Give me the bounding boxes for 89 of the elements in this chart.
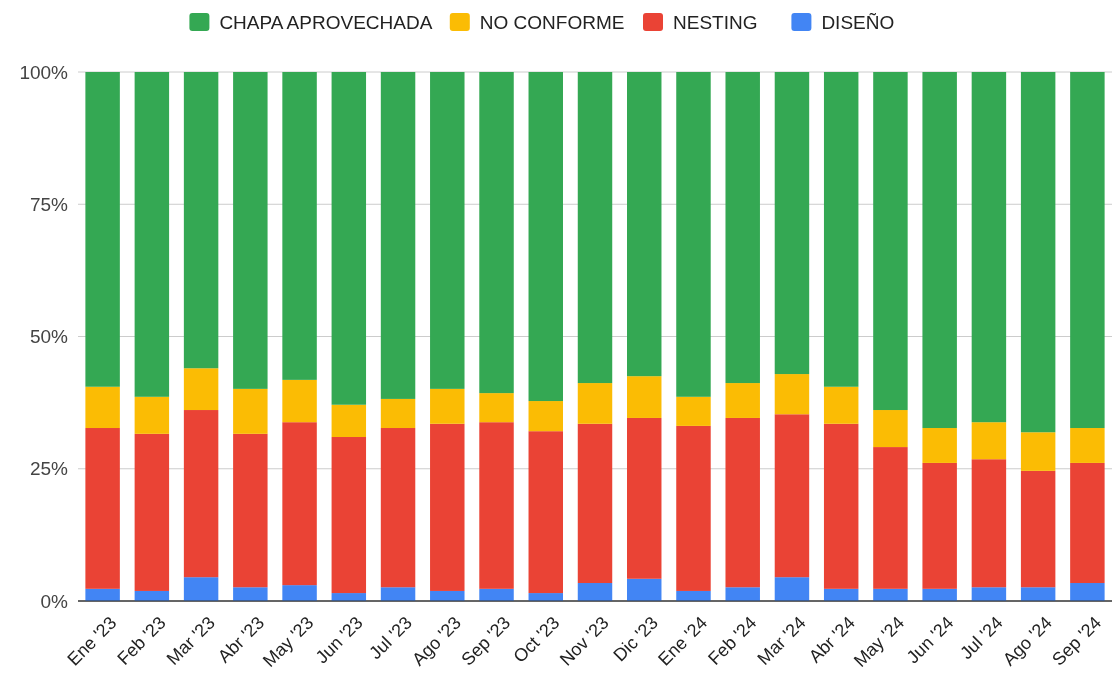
bar (922, 462, 957, 589)
bar (676, 396, 711, 426)
legend-label: NESTING (673, 11, 758, 33)
bar (183, 577, 219, 601)
bar (627, 376, 662, 418)
bar (134, 433, 170, 591)
bar (577, 383, 613, 424)
bar (183, 410, 219, 578)
bar (971, 72, 1007, 423)
bar (380, 398, 416, 429)
bar (380, 72, 416, 399)
bar (725, 383, 760, 418)
bar (922, 588, 957, 601)
bar (725, 72, 760, 384)
bar (282, 379, 317, 423)
bar (627, 578, 662, 601)
bar (1070, 428, 1105, 463)
bar (85, 428, 120, 589)
bar (85, 588, 120, 601)
y-tick-label: 75% (29, 193, 69, 215)
bar (134, 396, 170, 434)
bar (922, 428, 957, 463)
bar (282, 585, 317, 601)
bar (331, 437, 367, 594)
bar (774, 72, 810, 375)
bar (233, 388, 268, 434)
bar (430, 388, 465, 424)
bar (479, 393, 514, 423)
bar (331, 404, 367, 438)
bar (627, 72, 662, 377)
bar (233, 587, 268, 601)
bar (479, 72, 514, 394)
bar (233, 72, 268, 389)
bar (873, 72, 908, 411)
bar (183, 72, 219, 369)
bar (873, 447, 908, 589)
y-tick-label: 25% (29, 458, 69, 480)
bar (725, 417, 760, 588)
bar (577, 423, 613, 584)
bar (282, 72, 317, 380)
bar (380, 428, 416, 588)
bar (774, 577, 810, 601)
bar (85, 72, 120, 387)
bar (774, 414, 810, 578)
bar (774, 374, 810, 415)
bar (1070, 72, 1105, 429)
bar (528, 431, 563, 594)
bar (1070, 462, 1105, 584)
bar (922, 72, 957, 429)
bar (528, 401, 563, 432)
bar (823, 72, 859, 387)
bar (1020, 72, 1056, 433)
bar (479, 588, 514, 601)
bar (627, 417, 662, 579)
bar (1020, 432, 1056, 471)
bar (823, 386, 859, 424)
legend-label: NO CONFORME (479, 11, 625, 33)
bar (479, 422, 514, 589)
bar (528, 72, 563, 402)
bar (233, 433, 268, 588)
bar (577, 583, 613, 601)
y-tick-label: 100% (19, 61, 69, 83)
bar (971, 587, 1007, 601)
bar (971, 459, 1007, 588)
bar (430, 590, 465, 601)
y-tick-label: 50% (29, 326, 69, 348)
bar (873, 588, 908, 601)
bar (1070, 583, 1105, 601)
legend-label: DISEÑO (821, 11, 895, 33)
bar (676, 72, 711, 397)
bar (134, 72, 170, 397)
bar (331, 72, 367, 405)
bar (823, 423, 859, 589)
bar (873, 410, 908, 448)
bar (282, 422, 317, 586)
legend-label: CHAPA APROVECHADA (219, 11, 433, 33)
bar (1020, 587, 1056, 601)
bar (676, 425, 711, 591)
bar (725, 587, 760, 601)
bar (183, 368, 219, 411)
bar (1020, 470, 1056, 588)
bar (85, 386, 120, 429)
bar (380, 587, 416, 601)
bar (577, 72, 613, 384)
bar (430, 423, 465, 591)
bar (430, 72, 465, 389)
y-tick-label: 0% (40, 590, 69, 612)
bar (676, 590, 711, 601)
bar (971, 422, 1007, 460)
